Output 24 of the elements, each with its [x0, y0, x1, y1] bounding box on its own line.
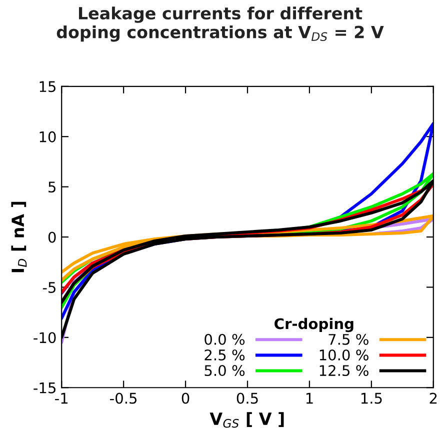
y-tick-label: 10	[40, 131, 56, 142]
y-axis-title: I$_{D}$ [ nA ]	[11, 202, 27, 272]
y-tick-label: 15	[40, 81, 56, 92]
x-axis-title: V$_{GS}$ [ V ]	[210, 412, 284, 428]
x-tick-label: -1	[55, 392, 68, 404]
legend-label: 12.5 %	[320, 365, 368, 376]
y-tick-label: 0	[48, 232, 56, 243]
x-tick-label: 2	[430, 392, 437, 404]
legend-label: 10.0 %	[320, 349, 368, 360]
legend-label: 5.0 %	[204, 365, 245, 376]
x-tick-label: 0	[182, 392, 190, 404]
chart-title: Leakage currents for different doping concentrations at V$_{DS}$ = 2 V	[56, 6, 384, 42]
legend-label: 0.0 %	[204, 334, 245, 345]
y-tick-label: -5	[42, 282, 56, 293]
y-tick-label: -15	[34, 382, 56, 394]
x-tick-label: -0.5	[110, 392, 137, 404]
x-tick-label: 0.5	[236, 392, 258, 404]
x-tick-label: 1	[306, 392, 313, 404]
x-tick-label: 1.5	[361, 392, 382, 404]
legend-label: 2.5 %	[204, 349, 245, 360]
legend-title: Cr-doping	[274, 318, 354, 332]
y-tick-label: 5	[48, 182, 56, 193]
legend-label: 7.5 %	[328, 334, 368, 345]
y-tick-label: -10	[34, 332, 56, 344]
